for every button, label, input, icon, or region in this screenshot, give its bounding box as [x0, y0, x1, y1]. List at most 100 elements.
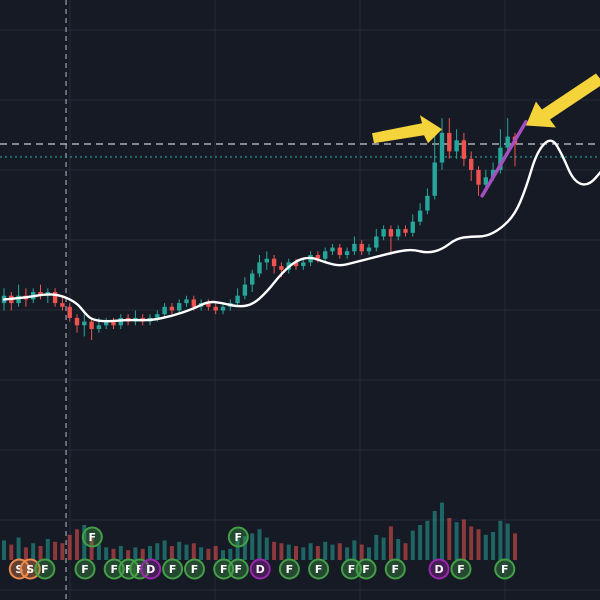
event-marker-f: F — [278, 558, 300, 580]
event-marker-halo — [250, 559, 270, 579]
event-marker-f: F — [103, 558, 125, 580]
event-marker-halo — [75, 559, 95, 579]
volume-bar — [483, 534, 488, 560]
candle-body — [279, 266, 284, 270]
event-marker-ring — [74, 558, 96, 580]
event-marker-ring — [81, 526, 103, 548]
volume-bar — [469, 526, 474, 560]
volume-bar — [140, 548, 145, 560]
volume-bar — [272, 541, 277, 560]
volume-bar — [75, 529, 79, 560]
event-marker-label: F — [457, 563, 465, 576]
event-marker-ring — [118, 558, 140, 580]
volume-bar — [228, 548, 233, 560]
event-marker-halo — [35, 559, 55, 579]
candle-body — [74, 317, 80, 326]
volume-bar — [454, 522, 459, 560]
yellow-arrow-left-icon — [525, 73, 600, 128]
volume-bar — [264, 537, 269, 560]
event-marker-label: F — [235, 531, 243, 544]
volume-bar — [352, 540, 357, 560]
volume-bar — [388, 526, 393, 560]
event-marker-label: F — [391, 563, 399, 576]
candle-body — [417, 210, 423, 222]
event-marker-halo — [385, 559, 405, 579]
volume-bar — [23, 547, 28, 560]
event-marker-s: S — [8, 558, 30, 580]
event-marker-label: S — [15, 563, 23, 576]
purple-trendline — [480, 120, 528, 198]
candle-body — [89, 321, 94, 329]
volume-bar — [155, 543, 160, 560]
moving-average-path — [2, 139, 600, 323]
event-marker-f: F — [74, 558, 96, 580]
event-marker-f: F — [308, 558, 330, 580]
volume-bar — [169, 546, 174, 560]
event-marker-label: F — [81, 563, 89, 576]
volume-bar — [104, 547, 109, 560]
volume-bar — [367, 547, 371, 560]
candle-body — [162, 306, 167, 315]
candle-body — [505, 136, 510, 148]
volume-bar — [89, 537, 94, 560]
volume-bar — [31, 543, 36, 560]
event-marker-f: F — [184, 558, 205, 580]
volume-bar — [133, 547, 138, 560]
event-marker-ring — [278, 558, 300, 580]
event-marker-label: F — [235, 563, 243, 576]
event-marker-ring — [494, 558, 516, 580]
volume-bar — [118, 546, 123, 560]
volume-bar — [418, 525, 423, 560]
candle-body — [184, 299, 189, 304]
volume-bar — [315, 546, 320, 560]
event-marker-label: F — [89, 531, 97, 544]
volume-bar — [330, 544, 335, 560]
candle-body — [439, 132, 445, 163]
volume-bar — [111, 548, 116, 560]
volume-bar — [476, 529, 481, 560]
event-marker-label: F — [501, 563, 509, 576]
volume-bar — [286, 544, 291, 560]
event-marker-label: F — [348, 563, 356, 576]
event-marker-label: F — [125, 563, 133, 576]
yellow-arrow-right-icon — [372, 115, 442, 144]
candle-body — [191, 299, 196, 307]
candle-body — [344, 251, 350, 255]
event-marker-label: F — [110, 563, 118, 576]
volume-bar — [126, 550, 131, 560]
candle-body — [111, 321, 116, 326]
event-marker-ring — [140, 558, 162, 580]
volume-bar — [199, 547, 204, 560]
volume-bar — [16, 537, 21, 560]
volume-bar — [148, 546, 152, 560]
candle-body — [250, 273, 255, 285]
event-marker-halo — [309, 559, 329, 579]
candle-body — [490, 169, 496, 178]
volume-bar — [242, 536, 247, 560]
event-marker-halo — [429, 559, 449, 579]
volume-bar — [491, 532, 496, 560]
event-marker-label: F — [220, 563, 228, 576]
volume-bar — [2, 540, 6, 560]
event-marker-halo — [104, 559, 124, 579]
volume-bar — [257, 529, 262, 560]
candle-body — [410, 221, 415, 233]
moving-average-line — [2, 139, 600, 323]
volume-bar — [432, 511, 437, 560]
event-marker-f: F — [81, 526, 103, 548]
candle-body — [381, 229, 386, 237]
event-marker-ring — [308, 558, 330, 580]
candle-body — [359, 243, 364, 252]
volume-bar — [301, 547, 306, 560]
volume-bar — [213, 546, 218, 560]
event-marker-halo — [451, 559, 471, 579]
volume-bars — [2, 502, 517, 560]
candle-body — [271, 258, 277, 267]
candle-body — [461, 140, 467, 159]
event-marker-f: F — [384, 558, 406, 580]
volume-bar — [38, 546, 43, 560]
volume-bar — [250, 533, 255, 560]
